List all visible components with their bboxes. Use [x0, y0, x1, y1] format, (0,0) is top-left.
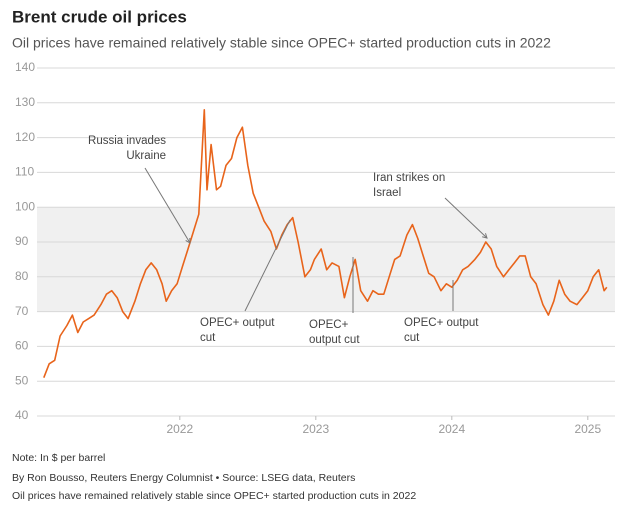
annotation-text: Iran strikes on — [373, 172, 445, 184]
annotation-arrow — [482, 233, 488, 239]
source: By Ron Bousso, Reuters Energy Columnist … — [12, 472, 355, 484]
x-tick-label: 2025 — [574, 422, 601, 436]
annotation-text: cut — [200, 332, 216, 344]
annotation-text: OPEC+ output — [404, 317, 479, 329]
caption: Oil prices have remained relatively stab… — [12, 490, 416, 502]
y-tick-label: 110 — [15, 165, 34, 179]
annotation-text: output cut — [309, 334, 360, 346]
annotation-text: Israel — [373, 187, 401, 199]
y-tick-label: 40 — [15, 408, 29, 422]
y-tick-label: 140 — [15, 60, 35, 74]
y-tick-label: 130 — [15, 95, 35, 109]
y-tick-label: 90 — [15, 234, 29, 248]
annotation-line — [444, 197, 488, 239]
y-tick-label: 120 — [15, 130, 35, 144]
annotation-text: cut — [404, 332, 420, 344]
annotation-line — [144, 167, 191, 244]
note: Note: In $ per barrel — [12, 452, 105, 464]
y-tick-label: 50 — [15, 373, 29, 387]
y-tick-label: 60 — [15, 339, 29, 353]
annotation-line — [244, 219, 291, 312]
price-line — [43, 109, 608, 378]
chart-subtitle: Oil prices have remained relatively stab… — [12, 35, 551, 51]
x-tick-label: 2023 — [302, 422, 329, 436]
y-tick-label: 100 — [15, 199, 35, 213]
y-tick-label: 80 — [15, 269, 29, 283]
x-tick-label: 2022 — [166, 422, 193, 436]
annotation-arrow — [185, 237, 191, 244]
x-tick-label: 2024 — [438, 422, 465, 436]
annotation-text: OPEC+ output — [200, 317, 275, 329]
shaded-range — [37, 207, 615, 312]
annotation-text: Russia invades — [88, 135, 166, 147]
y-tick-label: 70 — [15, 304, 29, 318]
annotation-text: OPEC+ — [309, 319, 349, 331]
chart-title: Brent crude oil prices — [12, 7, 187, 26]
annotation-text: Ukraine — [126, 150, 166, 162]
